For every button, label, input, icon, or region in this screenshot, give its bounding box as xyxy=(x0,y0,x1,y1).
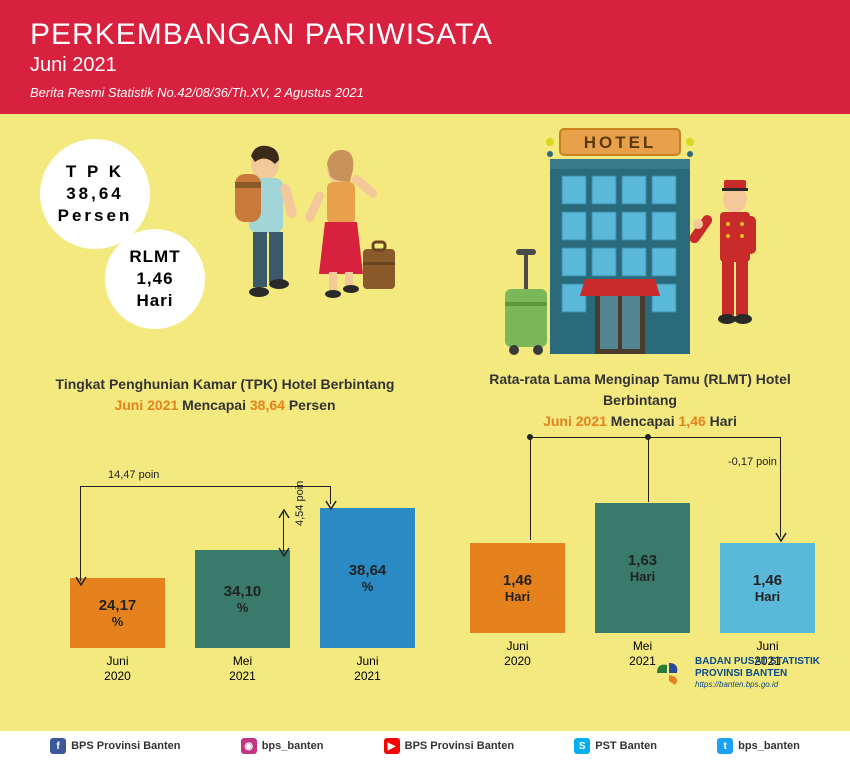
bellhop-figure xyxy=(688,180,756,324)
social-link[interactable]: ▶ BPS Provinsi Banten xyxy=(384,738,514,754)
bar-unit: Hari xyxy=(505,589,530,604)
bar-label: Juni2021 xyxy=(354,654,381,685)
woman-figure xyxy=(304,150,395,298)
header: PERKEMBANGAN PARIWISATA Juni 2021 Berita… xyxy=(0,0,850,114)
arrow-down-icon xyxy=(775,532,787,542)
arrow-down-icon xyxy=(325,500,337,510)
bar-label: Juni2020 xyxy=(104,654,131,685)
bar-item: 1,46Hari Juni2020 xyxy=(470,543,565,670)
tpk-value: 38,64 xyxy=(66,183,124,205)
rlmt-unit: Hari xyxy=(136,290,173,312)
bar-item: 38,64% Juni2021 xyxy=(320,508,415,685)
social-link[interactable]: S PST Banten xyxy=(574,738,657,754)
section-title-tpk: Tingkat Penghunian Kamar (TPK) Hotel Ber… xyxy=(40,374,410,416)
bar-item: 1,63Hari Mei2021 xyxy=(595,503,690,670)
social-text: PST Banten xyxy=(595,740,657,752)
bar-value: 24,17 xyxy=(99,597,137,614)
bar: 1,46Hari xyxy=(470,543,565,633)
social-icon: f xyxy=(50,738,66,754)
bar-value: 1,63 xyxy=(628,552,657,569)
arrow-down-icon xyxy=(278,547,290,557)
infographic-container: PERKEMBANGAN PARIWISATA Juni 2021 Berita… xyxy=(0,0,850,761)
bar-value: 1,46 xyxy=(753,572,782,589)
social-text: bps_banten xyxy=(738,740,800,752)
social-text: BPS Provinsi Banten xyxy=(405,740,514,752)
man-figure xyxy=(235,146,298,297)
bar-label: Mei2021 xyxy=(229,654,256,685)
rlmt-bar-chart: 1,46HariJuni20201,63HariMei20211,46HariJ… xyxy=(470,503,815,670)
header-meta: Berita Resmi Statistik No.42/08/36/Th.XV… xyxy=(30,85,820,100)
page-title: PERKEMBANGAN PARIWISATA xyxy=(30,18,820,52)
section-title-rlmt: Rata-rata Lama Menginap Tamu (RLMT) Hote… xyxy=(460,369,820,432)
sec-right-value: 1,46 xyxy=(679,413,706,429)
rlmt-label: RLMT xyxy=(129,246,180,268)
arrow-up-icon xyxy=(278,509,290,519)
anno-tpk-2: 4,54 poin xyxy=(294,481,306,526)
bar: 1,46Hari xyxy=(720,543,815,633)
sec-right-line1: Rata-rata Lama Menginap Tamu (RLMT) Hote… xyxy=(460,369,820,411)
source-attribution: BADAN PUSAT STATISTIK PROVINSI BANTEN ht… xyxy=(653,656,820,690)
sec-right-period: Juni 2021 xyxy=(543,413,607,429)
social-icon: S xyxy=(574,738,590,754)
bar-item: 1,46HariJuni2021 xyxy=(720,543,815,670)
page-subtitle: Juni 2021 xyxy=(30,54,820,77)
social-link[interactable]: f BPS Provinsi Banten xyxy=(50,738,180,754)
bar-label: Mei2021 xyxy=(629,639,656,670)
source-url: https://banten.bps.go.id xyxy=(695,680,820,690)
rlmt-circle: RLMT 1,46 Hari xyxy=(105,229,205,329)
arrow-down-icon xyxy=(75,576,87,586)
bar-unit: % xyxy=(112,614,124,629)
source-org: BADAN PUSAT STATISTIK xyxy=(695,656,820,668)
social-link[interactable]: ◉ bps_banten xyxy=(241,738,324,754)
bar-unit: Hari xyxy=(630,569,655,584)
tpk-label: T P K xyxy=(66,161,124,183)
hotel-illustration: HOTEL xyxy=(490,124,790,374)
social-link[interactable]: t bps_banten xyxy=(717,738,800,754)
tpk-bar-chart: 24,17% Juni2020 34,10% Mei2021 38,64% Juni202… xyxy=(70,508,415,685)
content-area: T P K 38,64 Persen RLMT 1,46 Hari xyxy=(0,114,850,730)
social-footer: f BPS Provinsi Banten ◉ bps_banten ▶ BPS Prov… xyxy=(0,731,850,761)
sec-left-value: 38,64 xyxy=(250,397,285,413)
sec-left-period: Juni 2021 xyxy=(114,397,178,413)
bar-unit: % xyxy=(362,579,374,594)
social-icon: ◉ xyxy=(241,738,257,754)
source-region: PROVINSI BANTEN xyxy=(695,668,820,680)
travelers-illustration xyxy=(205,134,405,354)
bar-value: 1,46 xyxy=(503,572,532,589)
social-text: BPS Provinsi Banten xyxy=(71,740,180,752)
bar: 24,17% xyxy=(70,578,165,648)
bar-item: 24,17% Juni2020 xyxy=(70,578,165,685)
anno-tpk-1: 14,47 poin xyxy=(108,469,159,481)
bps-logo-icon xyxy=(653,659,687,687)
tpk-unit: Persen xyxy=(58,205,133,227)
bar-label: Juni2020 xyxy=(504,639,531,670)
bar-value: 38,64 xyxy=(349,562,387,579)
bar-unit: Hari xyxy=(755,589,780,604)
bar-value: 34,10 xyxy=(224,583,262,600)
bar: 34,10% xyxy=(195,550,290,648)
bar-item: 34,10% Mei2021 xyxy=(195,550,290,685)
hotel-sign-text: HOTEL xyxy=(584,133,657,152)
social-text: bps_banten xyxy=(262,740,324,752)
anno-rlmt-1: -0,17 poin xyxy=(728,456,777,468)
social-icon: t xyxy=(717,738,733,754)
social-icon: ▶ xyxy=(384,738,400,754)
sec-left-line1: Tingkat Penghunian Kamar (TPK) Hotel Ber… xyxy=(40,374,410,395)
bar: 38,64% xyxy=(320,508,415,648)
rlmt-value: 1,46 xyxy=(136,268,173,290)
arrow-line xyxy=(80,486,330,487)
bar-unit: % xyxy=(237,600,249,615)
bar: 1,63Hari xyxy=(595,503,690,633)
